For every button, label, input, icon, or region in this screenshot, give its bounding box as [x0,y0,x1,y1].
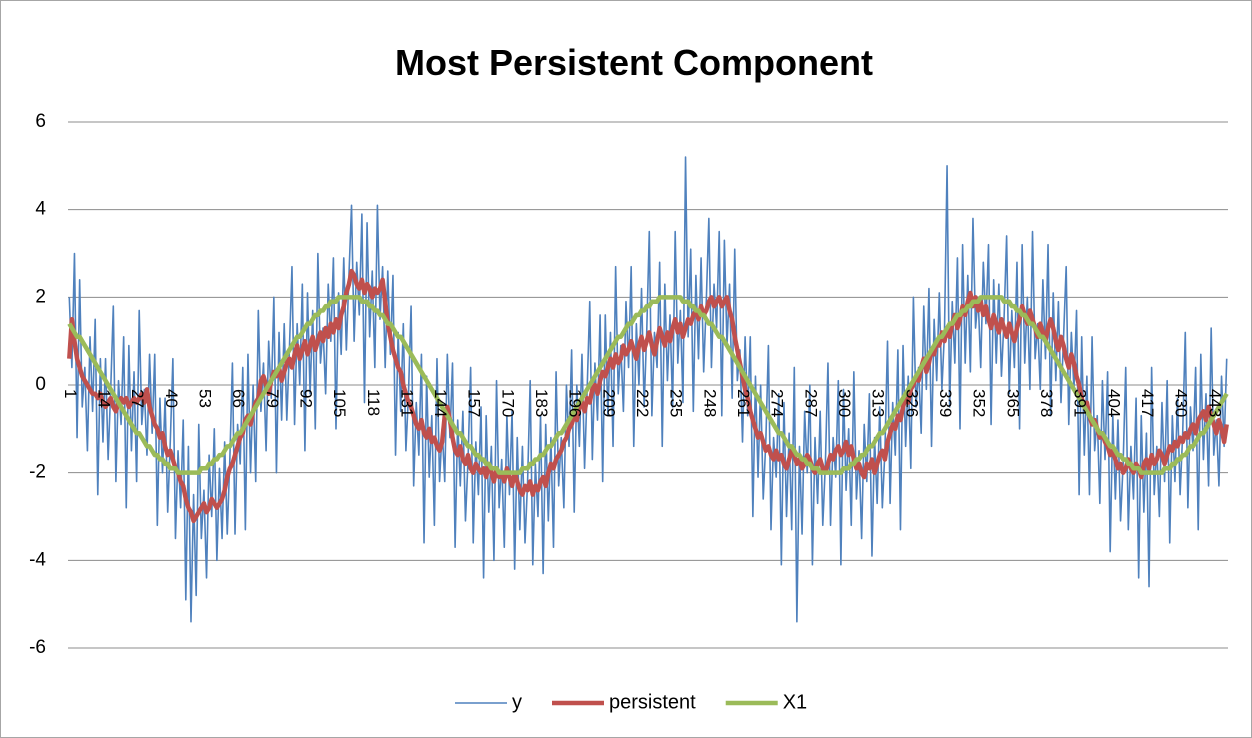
x-tick-label: 196 [566,389,585,417]
x-tick-label: 170 [498,389,517,417]
x-tick-label: 222 [633,389,652,417]
y-tick-label: 4 [35,199,46,220]
x-tick-label: 183 [532,389,551,417]
y-tick-label: 0 [35,374,46,395]
series-line [67,295,1229,475]
x-tick-label: 391 [1071,389,1090,417]
plot-area [67,156,1229,623]
x-tick-label: 92 [296,389,315,408]
y-tick-label: -2 [29,462,46,483]
x-tick-label: 313 [869,389,888,417]
x-tick-label: 417 [1138,389,1157,417]
x-tick-label: 118 [364,389,383,416]
x-tick-label: 352 [970,389,989,417]
y-tick-label: -6 [29,637,46,658]
x-tick-label: 53 [195,389,214,408]
x-tick-label: 235 [667,389,686,417]
x-tick-label: 144 [431,389,450,417]
x-tick-label: 274 [768,389,787,417]
x-tick-label: 79 [263,389,282,408]
chart-title: Most Persistent Component [395,42,873,83]
y-tick-label: -4 [29,549,46,570]
x-tick-label: 105 [330,389,349,417]
x-tick-label: 326 [902,389,921,417]
x-tick-label: 261 [734,389,753,417]
x-axis: 1 14 27 40 53 66 79 92 105 118 131 144 157 170 183 196 2… [61,389,1224,417]
x-tick-label: 339 [936,389,955,417]
legend-label: y [512,691,522,713]
y-tick-label: 2 [35,286,46,307]
x-tick-label: 27 [128,389,147,408]
x-tick-label: 287 [801,389,820,417]
x-tick-label: 365 [1003,389,1022,417]
x-tick-label: 1 [61,389,80,398]
x-tick-label: 430 [1172,389,1191,417]
x-tick-label: 157 [465,389,484,417]
x-tick-label: 14 [94,389,113,408]
x-tick-label: 209 [599,389,618,417]
x-tick-label: 131 [397,389,416,417]
legend: y persistent X1 [455,691,807,713]
legend-label: persistent [609,691,696,713]
x-tick-label: 66 [229,389,248,408]
x-tick-label: 404 [1104,389,1123,417]
y-tick-label: 6 [35,111,46,132]
x-tick-label: 443 [1205,389,1224,417]
legend-label: X1 [783,691,807,713]
x-tick-label: 248 [700,389,719,417]
x-tick-label: 378 [1037,389,1056,417]
x-tick-label: 40 [162,389,181,408]
x-tick-label: 300 [835,389,854,417]
